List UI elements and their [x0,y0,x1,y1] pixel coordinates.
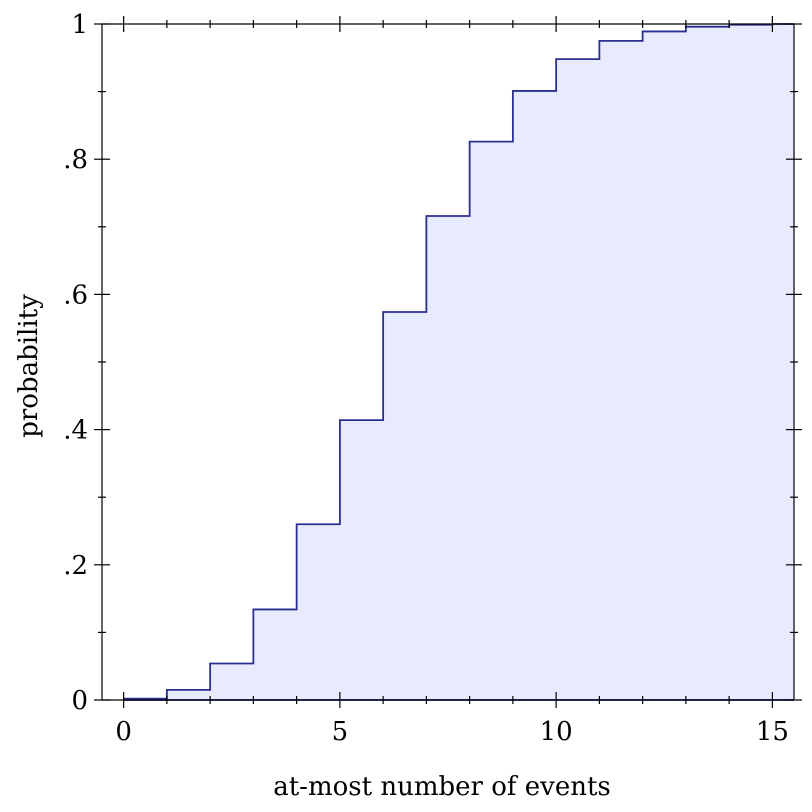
tick-labels: 0 5 10 15 0 .2 .4 .6 .8 1 [63,10,789,747]
x-tick-label: 5 [332,717,349,747]
y-axis-title: probability [14,294,44,438]
y-tick-label: .6 [63,280,88,310]
y-tick-label: .2 [63,551,88,581]
x-tick-label: 10 [540,717,573,747]
y-tick-label: 0 [71,686,88,716]
series-area-fill [123,24,794,700]
area-fill-layer [123,24,794,700]
axis-ticks [94,16,802,708]
y-tick-label: .8 [63,145,88,175]
x-axis-title: at-most number of events [273,772,611,802]
y-tick-label: .4 [63,416,88,446]
x-tick-label: 15 [756,717,789,747]
x-tick-label: 0 [115,717,132,747]
y-tick-label: 1 [71,10,88,40]
